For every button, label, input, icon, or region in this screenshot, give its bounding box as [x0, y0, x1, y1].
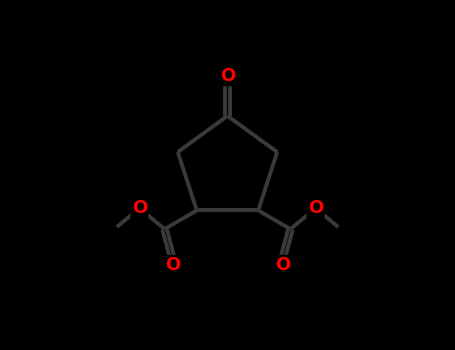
- Text: O: O: [165, 256, 180, 274]
- Text: O: O: [220, 67, 235, 85]
- Text: O: O: [275, 256, 290, 274]
- Text: O: O: [308, 199, 323, 217]
- Text: O: O: [132, 199, 147, 217]
